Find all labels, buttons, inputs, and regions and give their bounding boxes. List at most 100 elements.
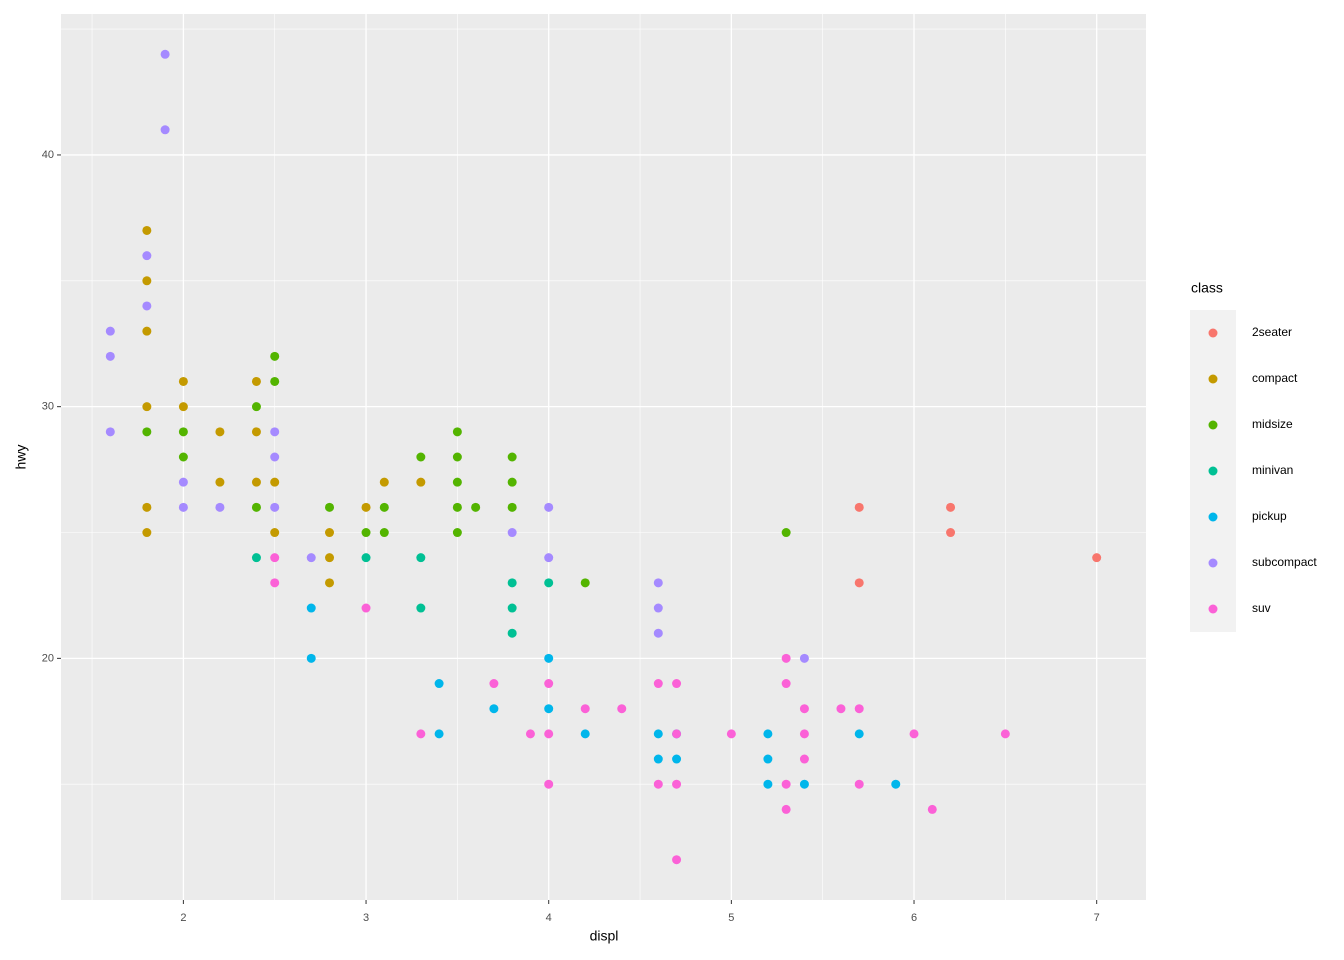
point [142, 326, 152, 336]
point [781, 528, 791, 538]
point [416, 477, 426, 487]
point [379, 528, 389, 538]
point [270, 578, 280, 588]
point [270, 477, 280, 487]
point [178, 452, 188, 462]
point [251, 402, 261, 412]
point [653, 603, 663, 613]
legend-label: midsize [1252, 417, 1293, 431]
x-tick-label: 7 [1094, 912, 1100, 924]
point [452, 427, 462, 437]
point [726, 729, 736, 739]
point [653, 578, 663, 588]
point [544, 779, 554, 789]
point [142, 427, 152, 437]
point [799, 653, 809, 663]
point [142, 402, 152, 412]
point [105, 351, 115, 361]
legend-label: minivan [1252, 463, 1293, 477]
point [927, 804, 937, 814]
point [416, 729, 426, 739]
point [763, 729, 773, 739]
point [763, 779, 773, 789]
x-tick-label: 4 [546, 912, 552, 924]
legend-label: compact [1252, 371, 1298, 385]
point [142, 251, 152, 261]
point [653, 754, 663, 764]
point [416, 452, 426, 462]
point [544, 502, 554, 512]
point [580, 704, 590, 714]
point [251, 553, 261, 563]
point [891, 779, 901, 789]
point [544, 578, 554, 588]
point [653, 729, 663, 739]
point [653, 628, 663, 638]
point [160, 49, 170, 59]
point [854, 779, 864, 789]
point [105, 427, 115, 437]
point [854, 578, 864, 588]
x-tick-label: 6 [911, 912, 917, 924]
legend-key [1208, 466, 1218, 476]
point [452, 452, 462, 462]
point [672, 729, 682, 739]
legend-label: subcompact [1252, 555, 1317, 569]
point [325, 578, 335, 588]
point [781, 779, 791, 789]
point [544, 553, 554, 563]
y-tick-label: 30 [42, 401, 54, 413]
point [270, 502, 280, 512]
point [215, 477, 225, 487]
point [361, 603, 371, 613]
point [251, 427, 261, 437]
legend-key [1208, 420, 1218, 430]
point [215, 502, 225, 512]
point [580, 578, 590, 588]
legend-key [1208, 604, 1218, 614]
point [471, 502, 481, 512]
point [672, 679, 682, 689]
point [909, 729, 919, 739]
legend-title: class [1191, 280, 1223, 296]
point [178, 376, 188, 386]
legend-key [1208, 512, 1218, 522]
x-axis-label: displ [590, 928, 619, 944]
point [306, 653, 316, 663]
point [799, 704, 809, 714]
point [836, 704, 846, 714]
x-tick-label: 2 [180, 912, 186, 924]
legend-key [1208, 558, 1218, 568]
point [452, 502, 462, 512]
point [325, 502, 335, 512]
point [142, 528, 152, 538]
legend-label: pickup [1252, 509, 1287, 523]
point [215, 427, 225, 437]
point [799, 729, 809, 739]
legend-key [1208, 374, 1218, 384]
point [361, 502, 371, 512]
point [946, 528, 956, 538]
point [781, 653, 791, 663]
legend-key [1208, 328, 1218, 338]
point [325, 528, 335, 538]
x-tick-label: 3 [363, 912, 369, 924]
point [270, 376, 280, 386]
point [178, 477, 188, 487]
point [379, 502, 389, 512]
point [178, 427, 188, 437]
point [525, 729, 535, 739]
point [361, 528, 371, 538]
point [799, 779, 809, 789]
legend-label: 2seater [1252, 325, 1292, 339]
point [507, 502, 517, 512]
point [544, 679, 554, 689]
point [251, 477, 261, 487]
point [251, 502, 261, 512]
point [325, 553, 335, 563]
point [507, 603, 517, 613]
point [507, 452, 517, 462]
point [452, 477, 462, 487]
point [507, 477, 517, 487]
